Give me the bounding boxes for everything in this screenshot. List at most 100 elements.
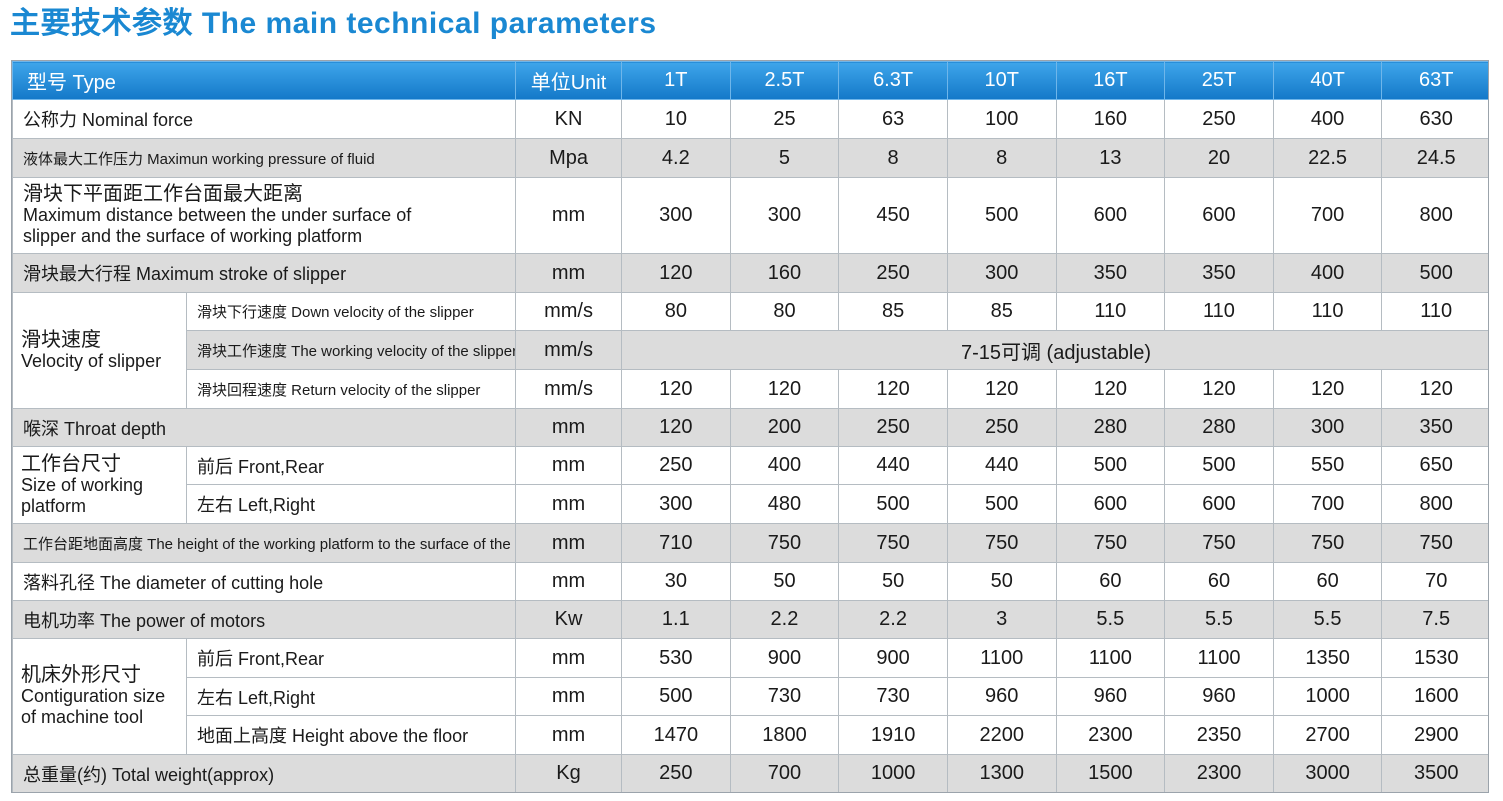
value-cell: 60 (1272, 562, 1383, 601)
value-cell: 750 (1272, 523, 1383, 563)
value-cell: 400 (1272, 99, 1383, 139)
unit-cell: mm (515, 677, 623, 716)
model-header: 40T (1272, 61, 1383, 100)
value-cell: 8 (838, 138, 948, 178)
spec-table-container: 型号 Type 单位Unit 1T 2.5T 6.3T 10T 16T 25T … (11, 60, 1489, 793)
unit-cell: mm (515, 715, 623, 755)
row-sub-label: 滑块工作速度 The working velocity of the slipp… (185, 330, 517, 370)
value-cell: 960 (946, 677, 1057, 716)
table-row: 机床外形尺寸 Contiguration size of machine too… (12, 638, 1488, 755)
model-header: 1T (621, 61, 731, 100)
value-cell: 600 (1055, 177, 1166, 254)
value-cell: 1500 (1055, 754, 1166, 792)
value-cell: 500 (946, 177, 1057, 254)
value-cell: 22.5 (1272, 138, 1383, 178)
value-cell: 4.2 (621, 138, 731, 178)
value-cell: 200 (729, 408, 840, 447)
value-cell: 1910 (838, 715, 948, 755)
unit-cell: mm (515, 523, 623, 563)
row-sub-label: 滑块下行速度 Down velocity of the slipper (185, 292, 517, 331)
value-cell: 2350 (1164, 715, 1274, 755)
value-cell: 3 (946, 600, 1057, 639)
unit-cell: mm (515, 446, 623, 485)
value-cell: 24.5 (1381, 138, 1488, 178)
table-row: 左右 Left,Right mm 500 730 730 960 960 960… (13, 677, 1488, 716)
table-row: 滑块回程速度 Return velocity of the slipper mm… (13, 369, 1488, 409)
row-label: 滑块下平面距工作台面最大距离 Maximum distance between … (12, 177, 517, 254)
model-header: 2.5T (729, 61, 840, 100)
table-row: 滑块最大行程 Maximum stroke of slipper mm 120 … (12, 253, 1488, 293)
row-label: 喉深 Throat depth (12, 408, 517, 447)
value-cell: 2700 (1272, 715, 1383, 755)
model-header: 16T (1055, 61, 1166, 100)
value-cell: 530 (621, 638, 731, 678)
value-cell: 480 (729, 484, 840, 524)
value-cell: 1000 (838, 754, 948, 792)
value-cell: 300 (621, 484, 731, 524)
value-cell: 500 (946, 484, 1057, 524)
model-header: 6.3T (838, 61, 948, 100)
row-label: 工作台距地面高度 The height of the working platf… (12, 523, 517, 563)
unit-cell: mm (515, 484, 623, 524)
table-row: 喉深 Throat depth mm 120 200 250 250 280 2… (12, 408, 1488, 447)
header-row: 型号 Type 单位Unit 1T 2.5T 6.3T 10T 16T 25T … (12, 61, 1488, 100)
value-cell: 110 (1381, 292, 1488, 331)
value-cell: 1100 (1055, 638, 1166, 678)
type-header: 型号 Type (12, 61, 517, 100)
unit-cell: Kw (515, 600, 623, 639)
row-group-label-cn: 机床外形尺寸 (21, 664, 141, 686)
value-cell: 80 (621, 292, 731, 331)
value-cell: 5.5 (1055, 600, 1166, 639)
table-row: 滑块工作速度 The working velocity of the slipp… (13, 330, 1488, 370)
value-cell: 1530 (1381, 638, 1488, 678)
value-cell: 1470 (621, 715, 731, 755)
value-cell: 2.2 (729, 600, 840, 639)
value-cell: 1100 (946, 638, 1057, 678)
value-cell: 5.5 (1272, 600, 1383, 639)
unit-cell: Kg (515, 754, 623, 792)
value-cell: 250 (946, 408, 1057, 447)
value-cell: 250 (838, 253, 948, 293)
value-cell: 2300 (1164, 754, 1274, 792)
row-label: 滑块最大行程 Maximum stroke of slipper (12, 253, 517, 293)
value-cell: 750 (1055, 523, 1166, 563)
value-cell: 350 (1381, 408, 1488, 447)
value-cell: 400 (1272, 253, 1383, 293)
row-group-label-en: Contiguration size (21, 686, 166, 706)
value-cell: 650 (1381, 446, 1488, 485)
value-cell: 1300 (946, 754, 1057, 792)
value-cell: 700 (729, 754, 840, 792)
row-label: 总重量(约) Total weight(approx) (12, 754, 517, 792)
value-cell: 600 (1164, 484, 1274, 524)
value-cell: 600 (1164, 177, 1274, 254)
value-cell: 750 (838, 523, 948, 563)
unit-cell: mm (515, 177, 623, 254)
value-cell: 60 (1055, 562, 1166, 601)
value-cell: 450 (838, 177, 948, 254)
value-cell: 2200 (946, 715, 1057, 755)
row-sub-label: 前后 Front,Rear (185, 446, 517, 485)
value-cell: 1800 (729, 715, 840, 755)
row-group-label-en: Size of working (21, 474, 144, 495)
row-label: 公称力 Nominal force (12, 99, 517, 139)
row-label-en: slipper and the surface of working platf… (23, 226, 363, 246)
value-cell: 60 (1164, 562, 1274, 601)
row-group-label-en: platform (21, 495, 87, 516)
value-cell: 250 (1164, 99, 1274, 139)
value-cell: 300 (621, 177, 731, 254)
row-group-label: 滑块速度 Velocity of slipper (12, 292, 187, 409)
value-cell: 700 (1272, 177, 1383, 254)
value-cell: 300 (946, 253, 1057, 293)
value-cell: 63 (838, 99, 948, 139)
value-cell: 280 (1055, 408, 1166, 447)
value-cell: 5 (729, 138, 840, 178)
table-row: 落料孔径 The diameter of cutting hole mm 30 … (12, 562, 1488, 601)
value-cell: 730 (729, 677, 840, 716)
row-group-label-cn: 工作台尺寸 (21, 452, 121, 475)
unit-cell: mm (515, 408, 623, 447)
value-cell: 3000 (1272, 754, 1383, 792)
unit-cell: mm (515, 562, 623, 601)
value-cell: 350 (1055, 253, 1166, 293)
value-cell: 120 (621, 408, 731, 447)
model-header: 25T (1164, 61, 1274, 100)
